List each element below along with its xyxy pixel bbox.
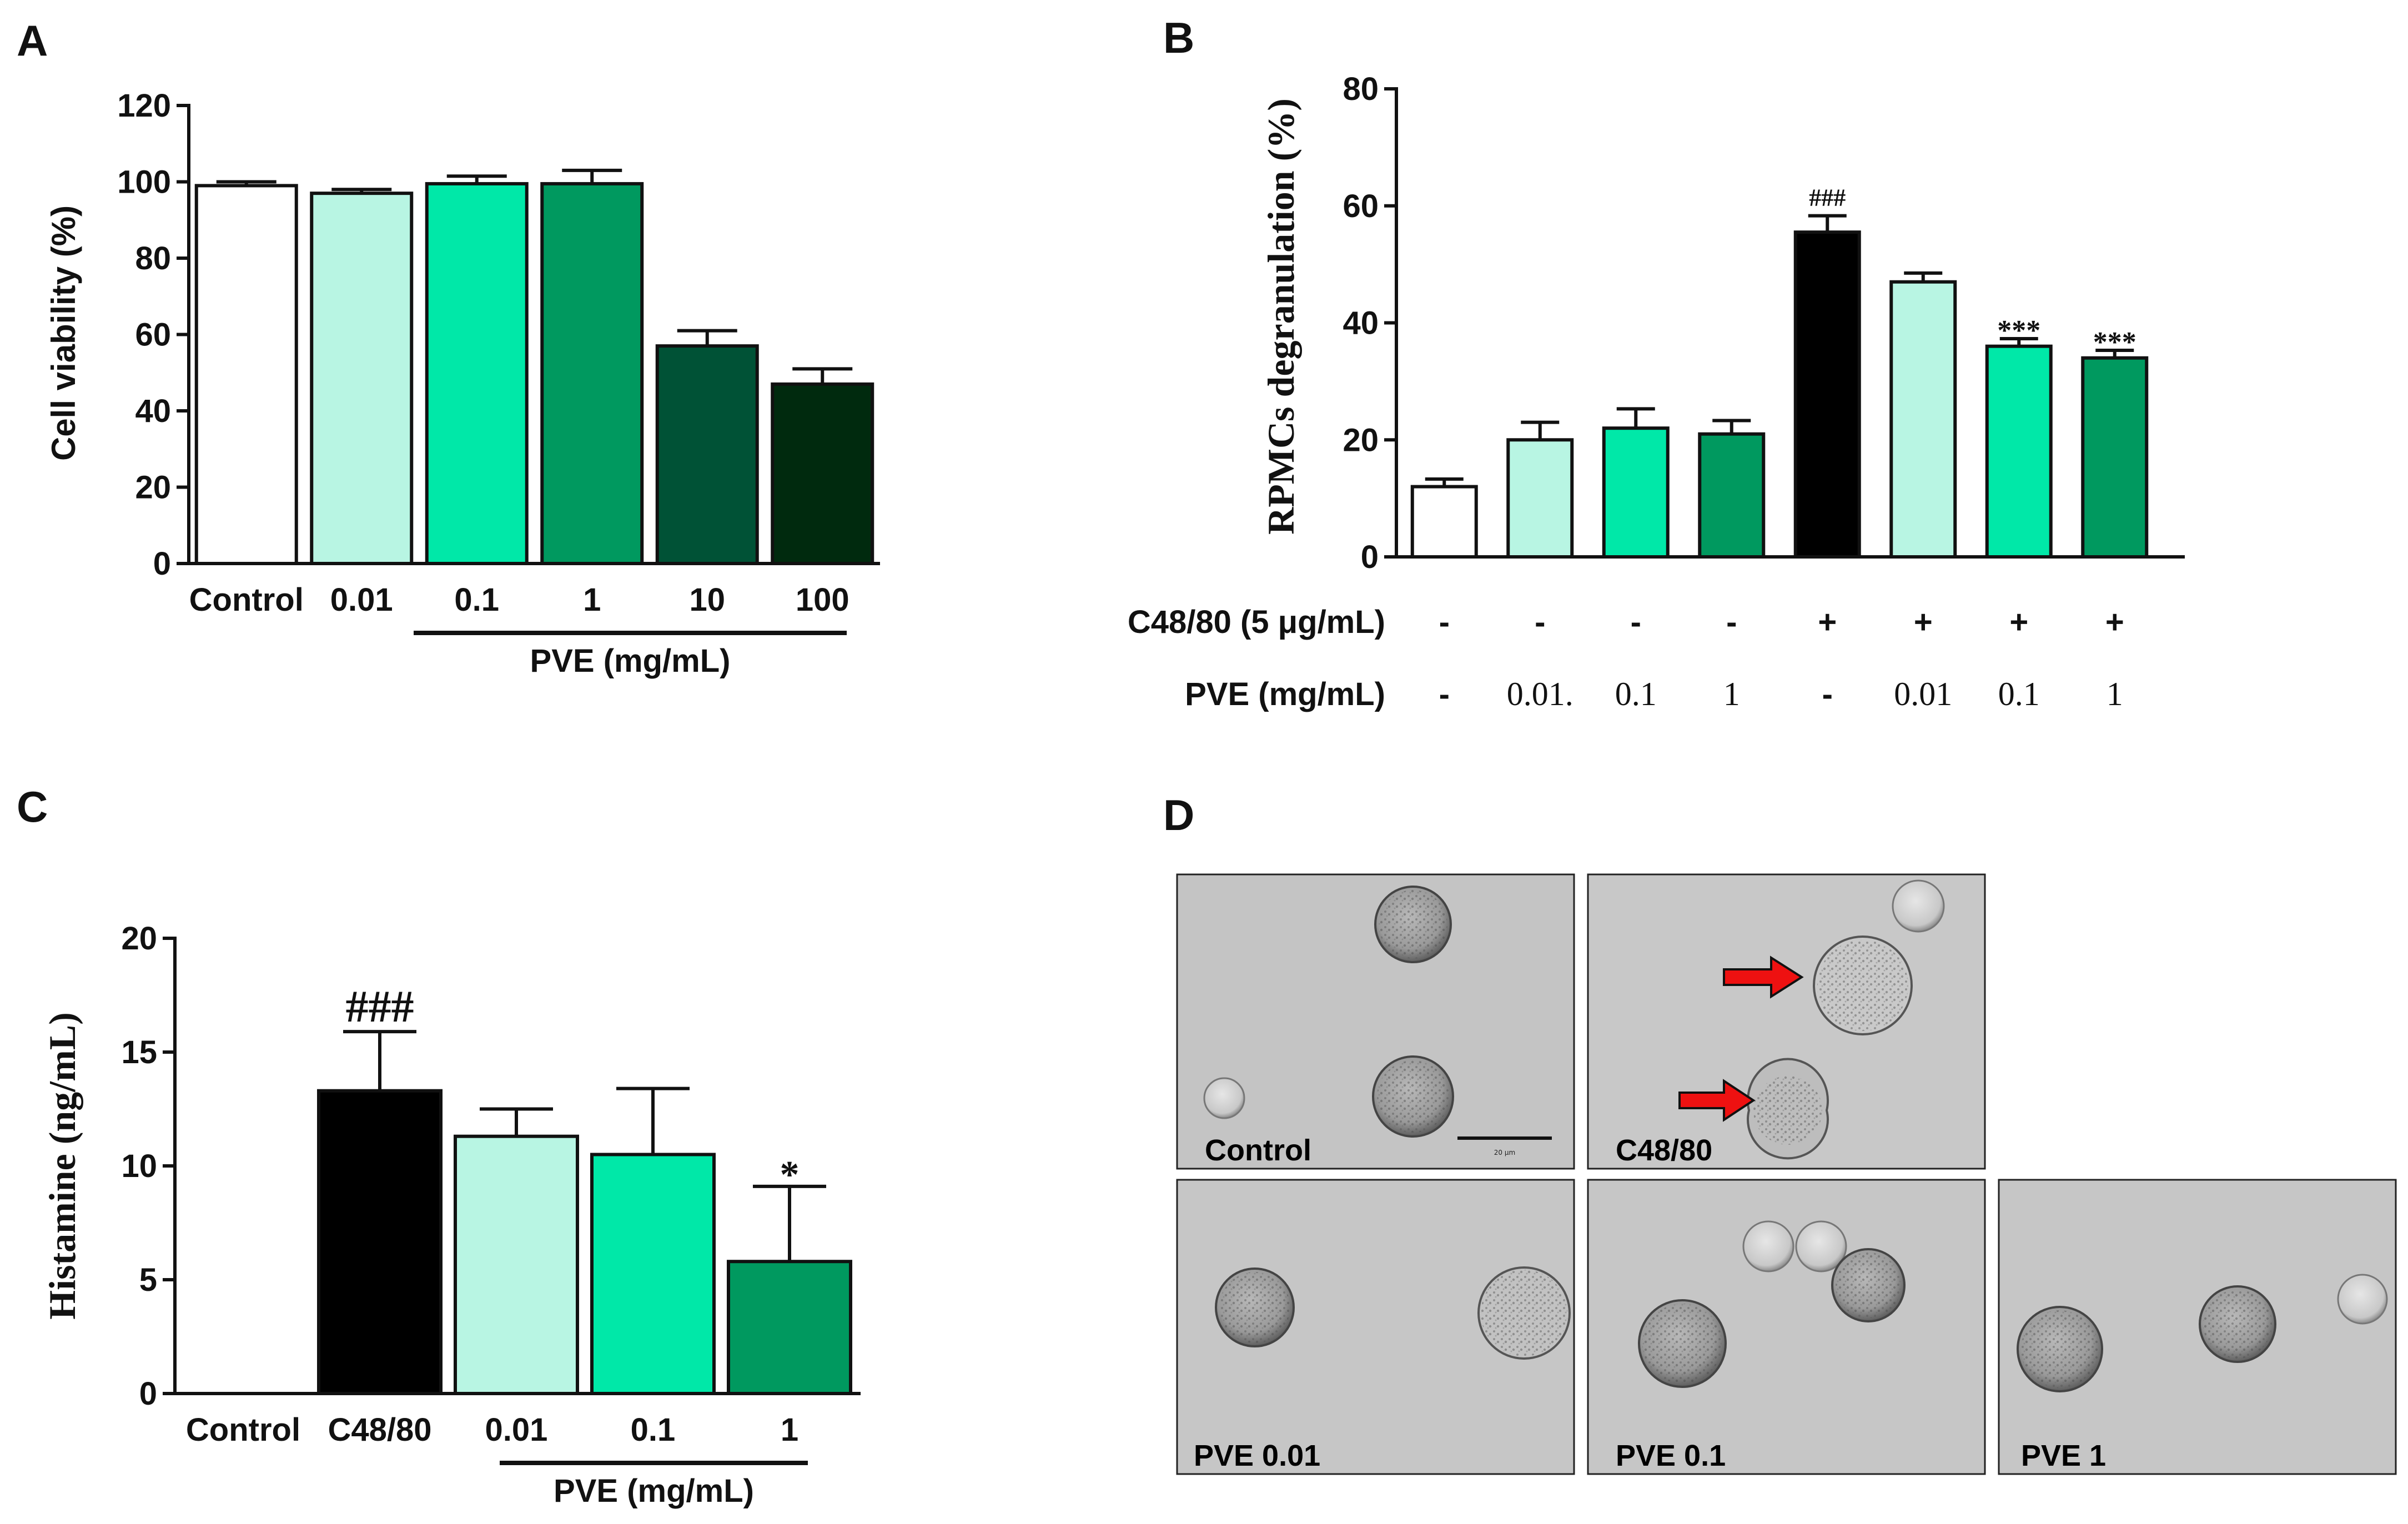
x-tick-label: C48/80 [328, 1412, 431, 1448]
y-tick-label: 20 [135, 470, 171, 506]
bar [1602, 426, 1670, 559]
chart-c: 0 5 10 15 20 Histamine (ng/mL) Control ### C48/8… [41, 921, 861, 1509]
scale-bar-label: 20 μm [1494, 1149, 1515, 1156]
row2-cell: 0.01 [1894, 676, 1952, 712]
bar [454, 1134, 579, 1395]
y-tick-label: 40 [1343, 305, 1379, 341]
y-tick-label: 40 [135, 393, 171, 429]
row1-cell: + [2009, 604, 2028, 640]
panel-letter-d: D [1163, 791, 1194, 839]
micrograph-control: 20 μm Control [1176, 873, 1575, 1170]
y-tick-label: 0 [153, 546, 171, 582]
row-label-pve: PVE (mg/mL) [1185, 676, 1385, 712]
significance-label: * [780, 1154, 800, 1196]
bar [727, 1260, 852, 1395]
row1-cell: + [1914, 604, 1933, 640]
y-tick-label: 20 [121, 921, 157, 957]
x-tick-label: 0.01 [330, 582, 393, 618]
micrograph-grid: 20 μm Control C48/80 PVE 0.01 [1176, 873, 2397, 1475]
row1-cell: - [1726, 604, 1737, 640]
x-tick-label: 10 [689, 582, 725, 618]
micrograph-label: PVE 0.01 [1194, 1439, 1320, 1472]
y-axis-label: Histamine (ng/mL) [41, 1012, 83, 1319]
bar [655, 344, 759, 565]
panel-letter-b: B [1163, 13, 1194, 62]
bar [1985, 344, 2053, 559]
significance-label: ### [346, 981, 414, 1032]
row1-cell: + [1818, 604, 1837, 640]
x-tick-label: 100 [796, 582, 849, 618]
micrograph-label: PVE 1 [2021, 1439, 2106, 1472]
row-label-c4880: C48/80 (5 μg/mL) [1128, 604, 1385, 640]
micrograph-pve-0-01: PVE 0.01 [1176, 1179, 1575, 1475]
x-tick-label: 0.1 [454, 582, 499, 618]
y-tick-label: 0 [1361, 539, 1379, 575]
y-axis-label: RPMCs degranulation (%) [1260, 98, 1302, 535]
x-tick-label: 1 [583, 582, 601, 618]
panel-letter-a: A [17, 16, 48, 65]
significance-label: ### [1809, 184, 1846, 212]
chart-a: 0 20 40 60 80 100 120 Cell viability (%) Control… [45, 88, 880, 679]
x-tick-label: Control [186, 1412, 300, 1448]
bar [194, 184, 298, 565]
group-label: PVE (mg/mL) [554, 1473, 754, 1509]
y-tick-label: 15 [121, 1034, 157, 1070]
y-tick-label: 80 [135, 240, 171, 276]
bar [771, 382, 874, 565]
x-tick-label: Control [189, 582, 304, 618]
micrograph-pve-0-1: PVE 0.1 [1587, 1179, 1986, 1475]
bar [1793, 230, 1861, 559]
significance-label: *** [1997, 315, 2040, 346]
significance-label: *** [2093, 326, 2136, 358]
micrograph-label: C48/80 [1616, 1134, 1712, 1167]
bar [1410, 485, 1478, 559]
y-tick-label: 120 [117, 88, 171, 124]
y-tick-label: 10 [121, 1148, 157, 1184]
x-tick-label: 0.01 [485, 1412, 548, 1448]
y-tick-label: 0 [139, 1376, 157, 1412]
row2-cell: 0.01. [1507, 676, 1574, 712]
row2-cell: 0.1 [1615, 676, 1657, 712]
row2-cell: - [1822, 676, 1833, 712]
row1-cell: - [1439, 604, 1450, 640]
row2-cell: 1 [2107, 676, 2123, 712]
micrograph-pve-1: PVE 1 [1998, 1179, 2397, 1475]
chart-b: 0 20 40 60 80 RPMCs degranulation (%) ### *** **… [1128, 71, 2185, 712]
bar [1889, 280, 1957, 559]
row2-cell: - [1439, 676, 1450, 712]
y-tick-label: 20 [1343, 422, 1379, 458]
bar [540, 182, 644, 565]
bar [317, 1089, 443, 1395]
row2-cell: 1 [1723, 676, 1740, 712]
y-tick-label: 60 [1343, 188, 1379, 224]
group-label: PVE (mg/mL) [530, 643, 731, 679]
micrograph-c4880: C48/80 [1587, 873, 1986, 1170]
bar [590, 1153, 716, 1395]
bar [1506, 438, 1574, 559]
micrograph-label: Control [1205, 1134, 1311, 1167]
row2-cell: 0.1 [1998, 676, 2040, 712]
arrow-icon [1678, 1079, 1756, 1122]
y-tick-label: 80 [1343, 71, 1379, 107]
arrow-icon [1723, 955, 1804, 999]
bar [2081, 356, 2149, 559]
bar [425, 182, 529, 565]
y-tick-label: 60 [135, 317, 171, 353]
micrograph-label: PVE 0.1 [1616, 1439, 1726, 1472]
x-tick-label: 1 [781, 1412, 798, 1448]
y-axis-label: Cell viability (%) [45, 205, 82, 461]
bar [1698, 432, 1766, 559]
y-tick-label: 100 [117, 164, 171, 200]
row1-cell: - [1631, 604, 1641, 640]
row1-cell: - [1535, 604, 1545, 640]
x-tick-label: 0.1 [631, 1412, 676, 1448]
bar [310, 192, 414, 565]
y-tick-label: 5 [139, 1262, 157, 1298]
panel-letter-c: C [17, 782, 48, 831]
row1-cell: + [2105, 604, 2124, 640]
